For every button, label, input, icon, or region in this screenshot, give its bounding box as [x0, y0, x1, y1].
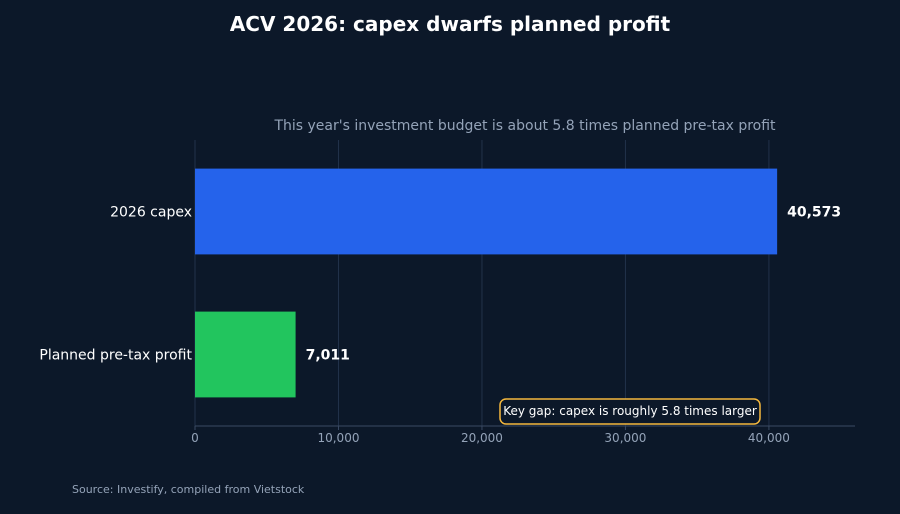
category-labels: 2026 capex Planned pre-tax profit [39, 205, 192, 364]
x-tick-label: 0 [191, 431, 199, 445]
bar-2026-capex [195, 168, 778, 255]
bar-planned-pre-tax-profit [195, 311, 296, 398]
source-note: Source: Investify, compiled from Vietsto… [72, 483, 305, 496]
value-label: 40,573 [787, 205, 841, 221]
value-label: 7,011 [306, 348, 350, 364]
chart-subtitle: This year's investment budget is about 5… [273, 118, 776, 134]
x-tick-label: 30,000 [604, 431, 646, 445]
x-axis-ticks: 0 10,000 20,000 30,000 40,000 [191, 426, 790, 445]
category-label: 2026 capex [110, 205, 192, 221]
category-label: Planned pre-tax profit [39, 348, 192, 364]
value-labels: 40,573 7,011 [306, 205, 842, 364]
x-tick-label: 20,000 [461, 431, 503, 445]
x-tick-label: 10,000 [317, 431, 359, 445]
x-tick-label: 40,000 [748, 431, 790, 445]
annotation-text: Key gap: capex is roughly 5.8 times larg… [503, 404, 757, 418]
chart-title: ACV 2026: capex dwarfs planned profit [230, 12, 671, 36]
annotation-box [499, 398, 761, 425]
key-gap-annotation: Key gap: capex is roughly 5.8 times larg… [499, 398, 761, 425]
bars [195, 168, 778, 398]
